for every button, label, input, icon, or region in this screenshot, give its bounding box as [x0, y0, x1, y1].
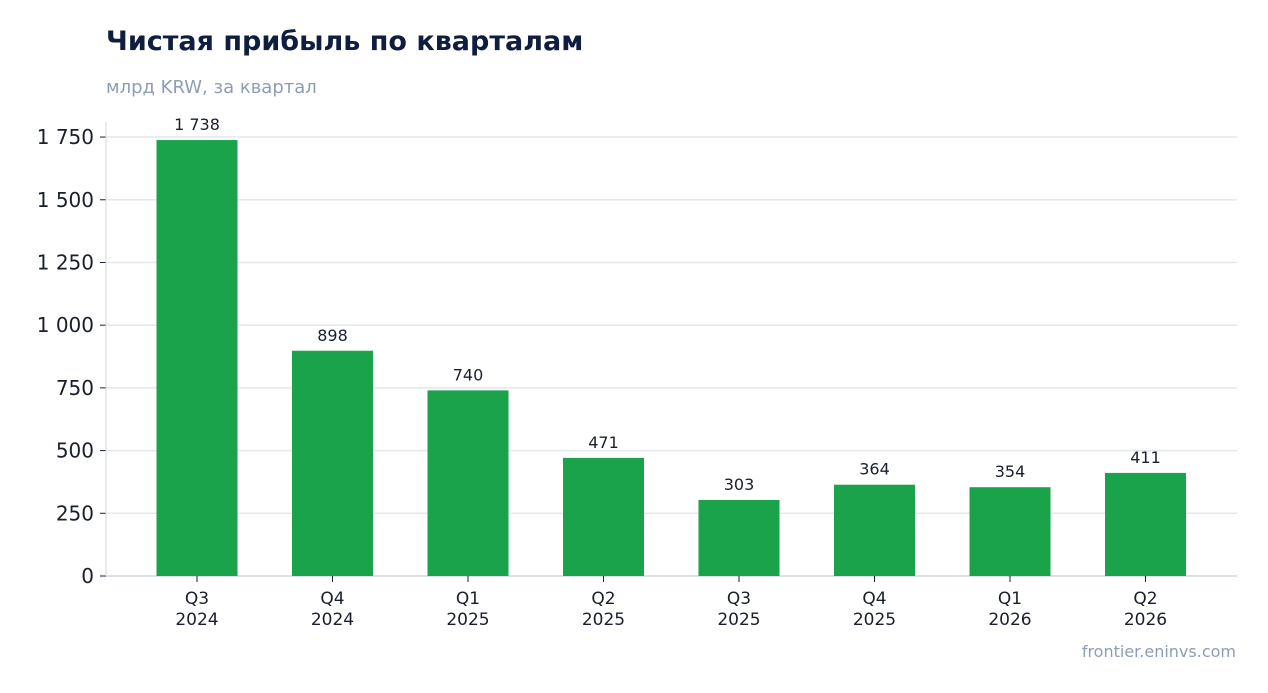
data-label: 354: [995, 462, 1026, 481]
data-label: 303: [724, 475, 755, 494]
x-tick-label-quarter: Q2: [591, 589, 615, 609]
x-tick-label-quarter: Q4: [320, 589, 344, 609]
x-tick-label-year: 2025: [446, 610, 489, 630]
y-tick-label: 1 500: [37, 188, 94, 212]
data-label: 411: [1130, 448, 1161, 467]
data-label: 898: [317, 326, 348, 345]
x-tick-label-year: 2024: [311, 610, 354, 630]
data-label: 364: [859, 460, 890, 479]
x-tick-label-year: 2026: [988, 610, 1031, 630]
bar: [292, 350, 373, 576]
x-tick-label-year: 2025: [717, 610, 760, 630]
y-tick-label: 0: [81, 564, 94, 588]
x-tick-label-quarter: Q3: [727, 589, 751, 609]
chart-subtitle: млрд KRW, за квартал: [106, 77, 317, 98]
data-label: 740: [453, 365, 484, 384]
y-tick-label: 1 250: [37, 250, 94, 274]
data-label: 1 738: [174, 115, 220, 134]
y-tick-label: 1 000: [37, 313, 94, 337]
y-tick-label: 750: [56, 376, 94, 400]
bar: [969, 487, 1051, 576]
chart-title: Чистая прибыль по кварталам: [106, 26, 584, 57]
x-tick-label-year: 2024: [175, 610, 218, 630]
bar: [563, 457, 644, 576]
x-tick-label-quarter: Q3: [185, 589, 209, 609]
x-tick-label-year: 2025: [853, 610, 896, 630]
x-tick-label-quarter: Q2: [1133, 589, 1157, 609]
bar: [834, 484, 915, 576]
source-credit: frontier.eninvs.com: [1081, 642, 1236, 661]
x-tick-label-quarter: Q4: [862, 589, 886, 609]
y-tick-label: 1 750: [37, 125, 94, 149]
bar: [156, 140, 238, 576]
data-label: 471: [588, 433, 619, 452]
bar: [1105, 472, 1186, 576]
x-tick-label-year: 2025: [582, 610, 625, 630]
x-tick-label-quarter: Q1: [998, 589, 1022, 609]
y-tick-label: 250: [56, 501, 94, 525]
y-tick-label: 500: [56, 439, 94, 463]
bar: [427, 390, 509, 576]
x-tick-label-year: 2026: [1124, 610, 1167, 630]
x-tick-label-quarter: Q1: [456, 589, 480, 609]
bar: [698, 499, 780, 576]
